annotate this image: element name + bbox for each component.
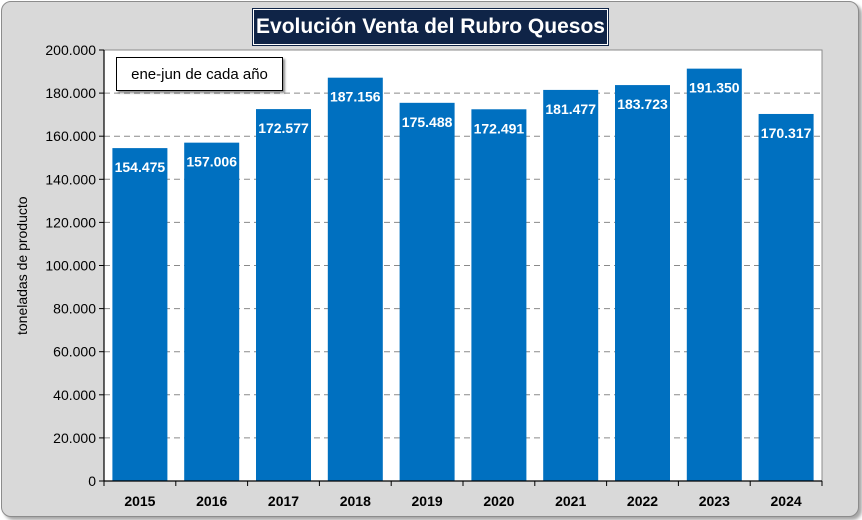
bar: [399, 102, 455, 481]
bar-value-label: 187.156: [330, 89, 381, 105]
x-tick-label: 2019: [412, 493, 443, 509]
bar: [327, 77, 383, 481]
y-tick-label: 100.000: [45, 258, 96, 274]
x-tick-label: 2015: [124, 493, 155, 509]
bar: [256, 109, 311, 482]
y-tick-label: 20.000: [53, 430, 96, 446]
bar: [184, 142, 240, 481]
bar-value-label: 157.006: [186, 154, 237, 170]
x-tick-label: 2024: [771, 493, 802, 509]
bar: [686, 68, 742, 481]
bar-value-label: 170.317: [761, 125, 812, 141]
y-tick-label: 180.000: [45, 85, 96, 101]
x-tick-label: 2016: [196, 493, 227, 509]
chart-title: Evolución Venta del Rubro Quesos: [253, 9, 608, 45]
y-tick-label: 200.000: [45, 42, 96, 58]
bar-value-label: 183.723: [617, 96, 668, 112]
y-tick-label: 0: [88, 473, 96, 489]
bar-value-label: 154.475: [115, 159, 166, 175]
y-tick-label: 140.000: [45, 171, 96, 187]
x-tick-label: 2022: [627, 493, 658, 509]
bar: [112, 148, 168, 481]
y-tick-label: 40.000: [53, 387, 96, 403]
y-tick-label: 80.000: [53, 301, 96, 317]
y-tick-label: 60.000: [53, 344, 96, 360]
y-tick-label: 160.000: [45, 128, 96, 144]
bar-value-label: 181.477: [545, 101, 596, 117]
y-axis-label: toneladas de producto: [14, 196, 30, 335]
x-tick-label: 2017: [268, 493, 299, 509]
bar-value-label: 175.488: [402, 114, 453, 130]
y-tick-label: 120.000: [45, 214, 96, 230]
x-tick-label: 2023: [699, 493, 730, 509]
chart-subtitle: ene-jun de cada año: [116, 57, 283, 91]
bar-value-label: 191.350: [689, 80, 740, 96]
bar-value-label: 172.491: [474, 120, 525, 136]
x-tick-label: 2021: [555, 493, 586, 509]
bar: [543, 89, 599, 482]
x-tick-label: 2020: [483, 493, 514, 509]
bar-value-label: 172.577: [258, 120, 309, 136]
bar: [758, 113, 814, 482]
bar: [615, 85, 670, 481]
bar: [471, 109, 527, 482]
x-tick-label: 2018: [340, 493, 371, 509]
